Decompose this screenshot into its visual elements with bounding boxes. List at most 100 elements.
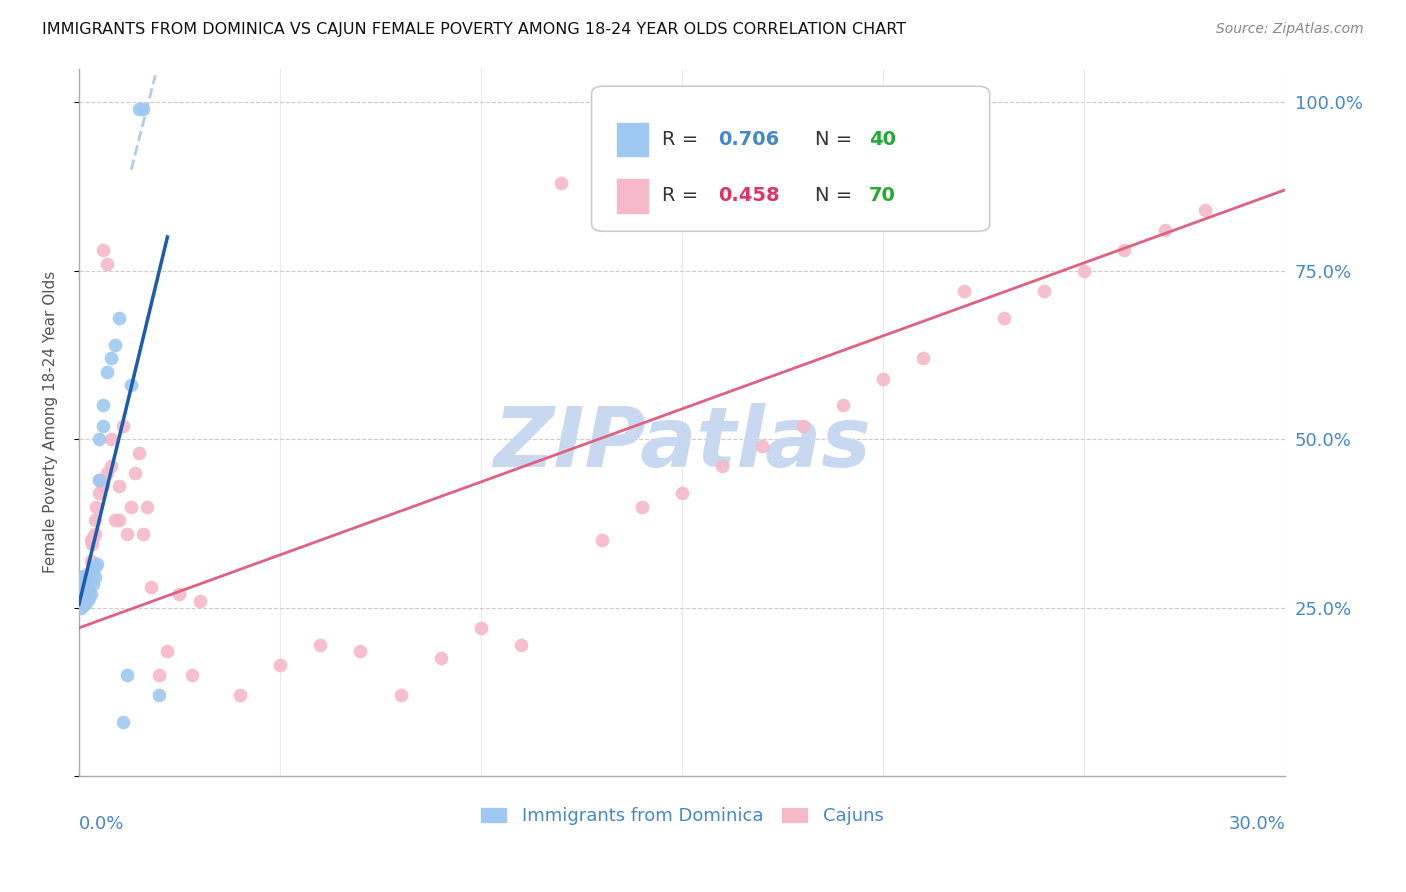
Text: R =: R = [662, 129, 704, 149]
Point [80, 553, 103, 567]
Point [72, 583, 94, 598]
Point [671, 486, 693, 500]
Point [91, 418, 114, 433]
Point [349, 644, 371, 658]
Point [70, 570, 93, 584]
Point [75, 581, 97, 595]
Point [73, 577, 96, 591]
Point [84, 513, 107, 527]
Point [751, 439, 773, 453]
Point [72, 591, 94, 605]
Point [80, 587, 103, 601]
Text: 0.0%: 0.0% [79, 815, 124, 833]
Point [389, 688, 412, 702]
Y-axis label: Female Poverty Among 18-24 Year Olds: Female Poverty Among 18-24 Year Olds [44, 271, 58, 574]
Point [96, 365, 118, 379]
Point [124, 466, 146, 480]
Point [115, 526, 138, 541]
Text: 30.0%: 30.0% [1229, 815, 1285, 833]
Point [136, 500, 159, 514]
Point [69, 587, 91, 601]
Point [872, 371, 894, 385]
FancyBboxPatch shape [592, 87, 990, 231]
Point [631, 500, 654, 514]
Point [112, 418, 135, 433]
Point [148, 668, 170, 682]
Point [76, 581, 98, 595]
Point [70, 581, 93, 595]
Point [100, 459, 122, 474]
Point [993, 310, 1015, 325]
Text: R =: R = [662, 186, 704, 205]
Point [128, 102, 150, 116]
Point [115, 668, 138, 682]
Point [75, 587, 97, 601]
Text: N =: N = [814, 129, 858, 149]
Point [84, 560, 107, 574]
Point [132, 526, 155, 541]
Point [73, 583, 96, 598]
Point [76, 587, 98, 601]
Point [69, 577, 91, 591]
Text: ZIPatlas: ZIPatlas [494, 403, 870, 484]
Point [108, 479, 131, 493]
Point [169, 587, 191, 601]
Point [69, 594, 91, 608]
Text: 0.706: 0.706 [718, 129, 779, 149]
Point [72, 581, 94, 595]
Point [76, 587, 98, 601]
Point [470, 621, 492, 635]
Point [831, 399, 853, 413]
Point [73, 591, 96, 605]
Point [112, 715, 135, 730]
FancyBboxPatch shape [616, 121, 650, 157]
Point [73, 577, 96, 591]
Legend: Immigrants from Dominica, Cajuns: Immigrants from Dominica, Cajuns [471, 798, 893, 834]
Text: 0.458: 0.458 [718, 186, 780, 205]
Point [75, 597, 97, 611]
Point [70, 581, 93, 595]
Point [82, 530, 104, 544]
Point [108, 310, 131, 325]
Point [1194, 202, 1216, 217]
Point [70, 570, 93, 584]
Point [1032, 284, 1054, 298]
Point [100, 351, 122, 366]
Point [80, 566, 103, 581]
Point [1073, 263, 1095, 277]
Point [1153, 223, 1175, 237]
Point [86, 557, 108, 571]
Point [148, 688, 170, 702]
Point [180, 668, 202, 682]
Point [912, 351, 935, 366]
Point [70, 577, 93, 591]
Text: N =: N = [814, 186, 858, 205]
Point [952, 284, 974, 298]
Point [91, 399, 114, 413]
Point [76, 594, 98, 608]
Point [87, 473, 110, 487]
Point [132, 102, 155, 116]
Point [96, 466, 118, 480]
Point [100, 432, 122, 446]
Point [711, 459, 734, 474]
Point [87, 473, 110, 487]
Point [76, 566, 98, 581]
Point [72, 591, 94, 605]
Point [91, 479, 114, 493]
Point [108, 513, 131, 527]
Point [84, 526, 107, 541]
Point [104, 338, 127, 352]
Point [141, 581, 163, 595]
Point [82, 577, 104, 591]
Point [188, 594, 211, 608]
Point [84, 570, 107, 584]
Point [510, 638, 533, 652]
Point [792, 418, 814, 433]
Point [73, 594, 96, 608]
Point [1114, 244, 1136, 258]
Point [128, 445, 150, 459]
Point [87, 432, 110, 446]
Text: Source: ZipAtlas.com: Source: ZipAtlas.com [1216, 22, 1364, 37]
Point [77, 591, 100, 605]
